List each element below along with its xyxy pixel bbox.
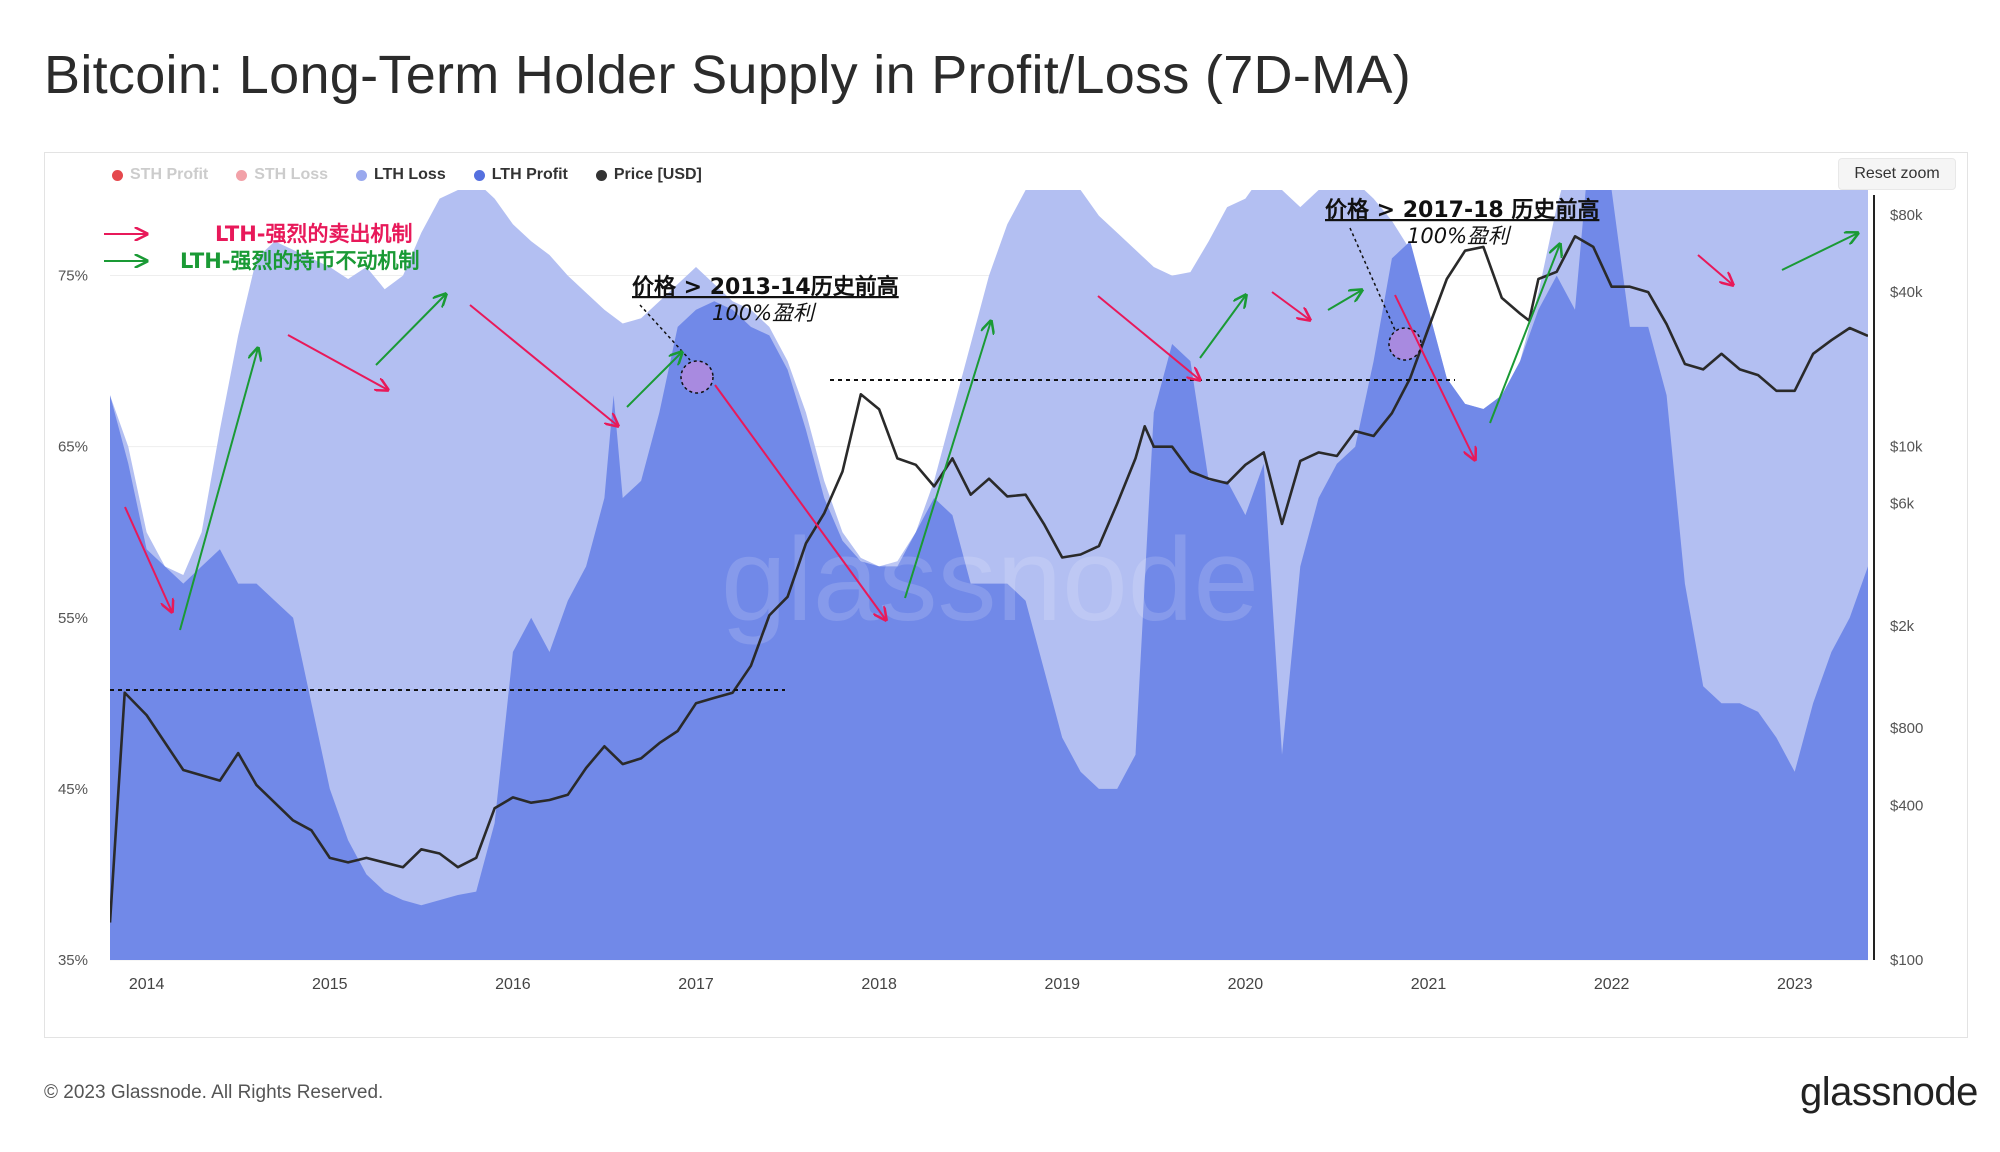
- footer-copyright: © 2023 Glassnode. All Rights Reserved.: [44, 1082, 384, 1103]
- legend-label: STH Loss: [254, 166, 329, 183]
- legend-label: LTH Loss: [374, 166, 446, 183]
- legend-item-lth-loss[interactable]: LTH Loss: [356, 166, 446, 184]
- green-arrow: [1489, 244, 1560, 424]
- annotation-legend-red: LTH-强烈的卖出机制: [215, 222, 413, 246]
- legend-dot-icon: [112, 169, 123, 181]
- y-right-tick-label: $10k: [1890, 439, 1923, 456]
- y-right-tick-label: $800: [1890, 720, 1923, 737]
- y-axis-right: $80k $40k $10k $6k $2k $800 $400 $100: [1890, 207, 1923, 969]
- page-title: Bitcoin: Long-Term Holder Supply in Prof…: [44, 45, 1412, 105]
- x-tick-label: 2023: [1777, 976, 1813, 993]
- area-series: [110, 190, 1868, 960]
- red-arrow: [1697, 254, 1733, 285]
- footer-logo: glassnode: [1800, 1070, 1978, 1114]
- reset-zoom-button[interactable]: Reset zoom: [1838, 158, 1956, 190]
- x-tick-label: 2018: [861, 976, 897, 993]
- y-left-tick-label: 65%: [58, 439, 88, 456]
- red-arrow: [714, 384, 886, 620]
- green-arrow: [1199, 295, 1246, 359]
- red-arrow: [469, 304, 618, 426]
- y-right-tick-label: $40k: [1890, 284, 1923, 301]
- green-arrow: [375, 294, 446, 366]
- y-right-tick-label: $2k: [1890, 618, 1915, 635]
- y-left-tick-label: 45%: [58, 781, 88, 798]
- annotation-ath-2014-sub: 100%盈利: [712, 301, 817, 325]
- red-arrow: [287, 334, 388, 390]
- legend-dot-icon: [356, 169, 368, 181]
- x-tick-label: 2016: [495, 976, 531, 993]
- y-axis-left: 75% 65% 55% 45% 35%: [58, 268, 88, 969]
- y-right-tick-label: $80k: [1890, 207, 1923, 224]
- legend-item-lth-profit[interactable]: LTH Profit: [473, 166, 568, 184]
- legend-item-sth-loss[interactable]: STH Loss: [236, 166, 328, 184]
- green-arrow: [626, 352, 682, 408]
- area-lth-profit: [110, 190, 1868, 960]
- legend: STH Profit STH Loss LTH Loss LTH Profit …: [112, 166, 702, 184]
- legend-dot-icon: [473, 169, 485, 181]
- y-left-tick-label: 35%: [58, 952, 88, 969]
- annotation-legend-green: LTH-强烈的持币不动机制: [180, 249, 420, 273]
- y-left-tick-label: 75%: [58, 268, 88, 285]
- y-right-tick-label: $6k: [1890, 496, 1915, 513]
- green-arrow: [1781, 233, 1858, 271]
- annotation-ath-2018-sub: 100%盈利: [1407, 224, 1512, 248]
- legend-label: LTH Profit: [491, 166, 568, 183]
- x-tick-label: 2015: [312, 976, 348, 993]
- red-arrow: [1394, 294, 1475, 460]
- annotation-ath-2018-marker: [1388, 327, 1422, 361]
- legend-item-sth-profit[interactable]: STH Profit: [112, 166, 208, 184]
- x-tick-label: 2020: [1228, 976, 1264, 993]
- x-tick-label: 2017: [678, 976, 714, 993]
- price-series: [110, 235, 1868, 923]
- x-axis: 2014 2015 2016 2017 2018 2019 2020 2021 2022 2023: [129, 976, 1813, 993]
- x-tick-label: 2014: [129, 976, 165, 993]
- legend-label: Price [USD]: [613, 166, 702, 183]
- legend-dot-icon: [236, 169, 248, 181]
- annotation-ath-2014-marker: [680, 360, 714, 394]
- chart-frame: [44, 152, 1968, 1038]
- watermark: glassnode: [721, 514, 1259, 646]
- red-arrow: [1097, 295, 1200, 380]
- green-arrow: [904, 321, 991, 599]
- x-tick-label: 2019: [1044, 976, 1080, 993]
- legend-dot-icon: [595, 169, 607, 181]
- x-tick-label: 2022: [1594, 976, 1630, 993]
- legend-label: STH Profit: [130, 166, 209, 183]
- y-right-tick-label: $100: [1890, 952, 1923, 969]
- legend-item-price[interactable]: Price [USD]: [595, 166, 702, 184]
- annotation-ath-2018-title: 价格 > 2017-18 历史前高: [1325, 197, 1599, 223]
- green-arrow: [1327, 290, 1362, 311]
- annotation-ath-2014-title: 价格 > 2013-14历史前高: [632, 274, 899, 300]
- price-line: [110, 235, 1868, 923]
- annotation-ath-2018-leader: [1349, 227, 1396, 331]
- y-left-tick-label: 55%: [58, 610, 88, 627]
- red-arrow: [1271, 291, 1310, 320]
- green-arrow: [179, 348, 258, 631]
- red-arrow: [124, 506, 172, 612]
- x-tick-label: 2021: [1411, 976, 1447, 993]
- y-right-tick-label: $400: [1890, 797, 1923, 814]
